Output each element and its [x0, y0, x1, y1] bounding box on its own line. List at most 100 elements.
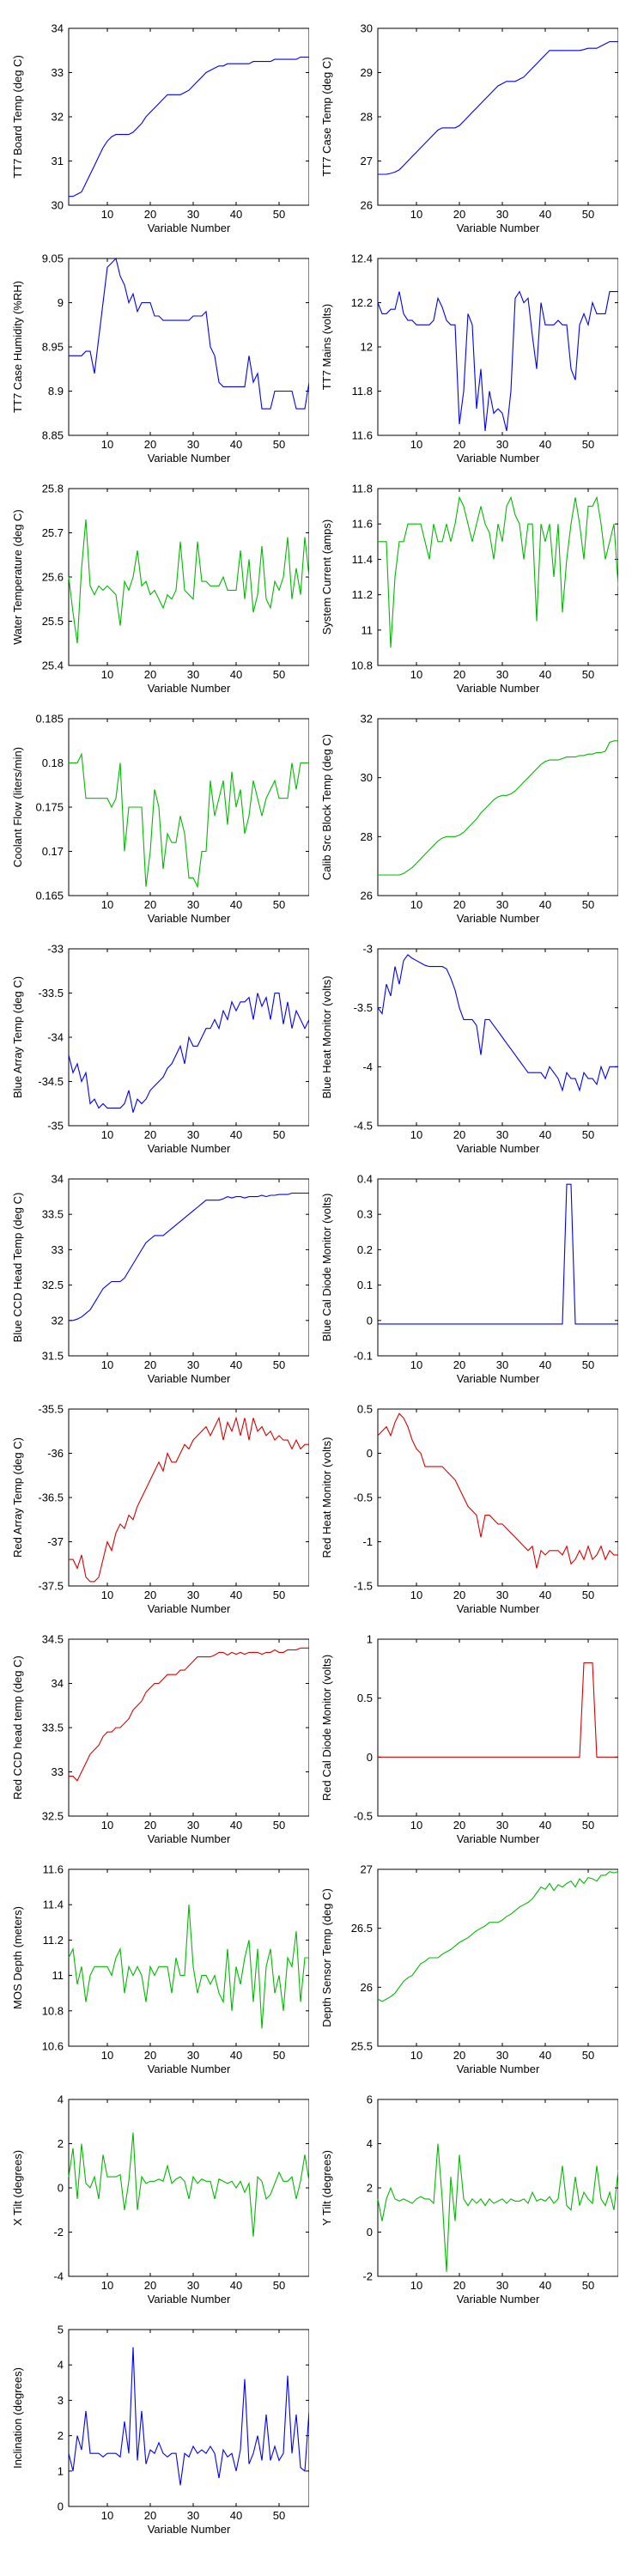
- y-tick-label: 0.1: [357, 1279, 373, 1291]
- y-axis-label: System Current (amps): [320, 519, 333, 635]
- plot-frame: [377, 1178, 618, 1357]
- x-tick-label: 40: [230, 2279, 242, 2292]
- y-axis-label: Inclination (degrees): [11, 2367, 24, 2469]
- y-tick-label: 8.95: [42, 341, 64, 354]
- y-tick-label: 2: [58, 2137, 64, 2150]
- x-tick-label: 50: [273, 2509, 285, 2522]
- y-tick-label: 0.2: [357, 1243, 373, 1256]
- y-tick-label: 4: [367, 2137, 373, 2150]
- y-axis-label: Red Cal Diode Monitor (volts): [320, 1655, 333, 1801]
- x-tick-label: 20: [144, 1358, 156, 1371]
- y-tick-label: -1.5: [354, 1580, 373, 1593]
- plot-frame: [377, 1868, 618, 2047]
- y-tick-label: 12: [361, 341, 373, 354]
- x-axis-label: Variable Number: [148, 222, 231, 234]
- series-line: [69, 56, 309, 197]
- y-tick-label: 30: [52, 199, 64, 212]
- chart-15: 10 20 30 40 50 32.5 33 33.5 34 34.5 Variable Numbe…: [11, 1633, 309, 1845]
- x-tick-label: 10: [101, 898, 113, 911]
- x-tick-label: 40: [539, 1358, 551, 1371]
- series-line: [68, 519, 309, 644]
- x-tick-label: 40: [230, 1589, 242, 1601]
- y-tick-label: 34: [52, 22, 64, 35]
- y-tick-label: 11.6: [352, 518, 373, 531]
- y-tick-label: 0.175: [35, 801, 64, 814]
- y-tick-label: 30: [361, 771, 373, 784]
- x-tick-label: 40: [230, 1819, 242, 1832]
- series-line: [377, 290, 618, 432]
- plot-frame: [377, 718, 618, 896]
- y-tick-label: 12.2: [351, 296, 373, 309]
- chart-4: 10 20 30 40 50 11.6 11.8 12 12.2 12.4 Variable Num…: [320, 252, 618, 465]
- x-axis-label: Variable Number: [457, 1372, 540, 1385]
- y-tick-label: -37: [47, 1535, 64, 1548]
- y-tick-label: 25.8: [42, 483, 64, 495]
- series-line: [69, 1192, 309, 1321]
- x-tick-label: 50: [582, 1128, 594, 1141]
- x-tick-label: 50: [582, 208, 594, 221]
- series-line: [69, 752, 309, 889]
- y-axis-label: X Tilt (degrees): [11, 2150, 24, 2226]
- x-tick-label: 50: [273, 1128, 285, 1141]
- x-tick-label: 30: [187, 898, 199, 911]
- x-tick-label: 50: [273, 2049, 285, 2062]
- y-tick-label: 0: [367, 1447, 373, 1460]
- y-tick-label: -35: [47, 1120, 64, 1133]
- x-axis-label: Variable Number: [457, 2293, 540, 2306]
- y-tick-label: -35.5: [38, 1403, 64, 1416]
- x-tick-label: 50: [582, 898, 594, 911]
- x-tick-label: 50: [273, 1358, 285, 1371]
- x-tick-label: 40: [230, 668, 242, 681]
- y-axis-label: Red CCD head temp (deg C): [11, 1656, 24, 1800]
- series-line: [378, 1662, 618, 1758]
- chart-14: 10 20 30 40 50 -1.5 -1 -0.5 0 0.5 Variable Number R…: [320, 1403, 618, 1615]
- x-tick-label: 50: [273, 438, 285, 451]
- chart-20: 10 20 30 40 50 -2 0 2 4 6 Variable Number Y Tilt (d…: [320, 2093, 618, 2306]
- x-tick-label: 30: [187, 2509, 199, 2522]
- x-axis-label: Variable Number: [457, 682, 540, 695]
- x-tick-label: 50: [582, 2049, 594, 2062]
- x-tick-label: 20: [453, 2279, 465, 2292]
- x-tick-label: 30: [187, 1358, 199, 1371]
- chart-1: 10 20 30 40 50 30 31 32 33 34 Variable Number TT7 B…: [11, 22, 309, 234]
- x-tick-label: 40: [230, 208, 242, 221]
- y-tick-label: 0.17: [42, 845, 64, 858]
- x-tick-label: 10: [101, 1128, 113, 1141]
- y-tick-label: 0: [58, 2500, 64, 2513]
- x-tick-label: 10: [101, 208, 113, 221]
- y-tick-label: 11: [361, 623, 374, 636]
- plot-frame: [68, 1178, 309, 1357]
- y-tick-label: 11: [52, 1969, 64, 1982]
- x-tick-label: 30: [187, 668, 199, 681]
- x-axis-label: Variable Number: [457, 222, 540, 234]
- x-tick-label: 50: [273, 1819, 285, 1832]
- x-tick-label: 20: [144, 1589, 156, 1601]
- y-tick-label: 26: [361, 199, 373, 212]
- y-tick-label: 30: [361, 22, 373, 35]
- x-tick-label: 10: [101, 668, 113, 681]
- series-line: [68, 2347, 309, 2486]
- chart-8: 10 20 30 40 50 26 28 30 32 Variable Number Calib S…: [320, 713, 618, 925]
- y-tick-label: 29: [361, 66, 373, 79]
- x-axis-label: Variable Number: [148, 682, 231, 695]
- y-tick-label: 0.4: [357, 1173, 373, 1186]
- x-tick-label: 30: [496, 898, 508, 911]
- y-tick-label: 10.8: [351, 659, 373, 672]
- y-axis-label: Red Heat Monitor (volts): [320, 1437, 333, 1558]
- x-axis-label: Variable Number: [148, 452, 231, 465]
- y-tick-label: 4: [58, 2093, 64, 2106]
- x-tick-label: 10: [410, 208, 422, 221]
- x-tick-label: 40: [539, 2279, 551, 2292]
- x-tick-label: 30: [496, 1819, 508, 1832]
- y-tick-label: 11.8: [352, 483, 373, 495]
- x-tick-label: 50: [273, 208, 285, 221]
- y-tick-label: 4: [58, 2359, 64, 2372]
- x-tick-label: 20: [144, 208, 156, 221]
- y-tick-label: 0: [367, 1751, 373, 1764]
- y-axis-label: TT7 Board Temp (deg C): [11, 55, 24, 179]
- y-tick-label: 8.85: [42, 429, 64, 442]
- x-tick-label: 20: [453, 2049, 465, 2062]
- y-tick-label: 27: [361, 155, 373, 167]
- y-axis-label: TT7 Mains (volts): [320, 304, 333, 390]
- y-tick-label: 9: [58, 296, 64, 309]
